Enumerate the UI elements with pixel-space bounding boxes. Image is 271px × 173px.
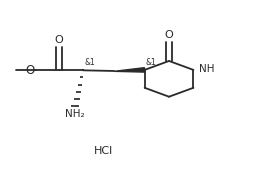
Text: O: O (165, 30, 173, 40)
Polygon shape (114, 68, 145, 72)
Text: NH₂: NH₂ (65, 109, 85, 119)
Text: O: O (26, 64, 35, 77)
Text: &1: &1 (146, 58, 157, 67)
Text: O: O (55, 35, 63, 45)
Text: NH: NH (199, 64, 215, 74)
Text: HCl: HCl (94, 146, 113, 156)
Text: &1: &1 (85, 58, 95, 67)
